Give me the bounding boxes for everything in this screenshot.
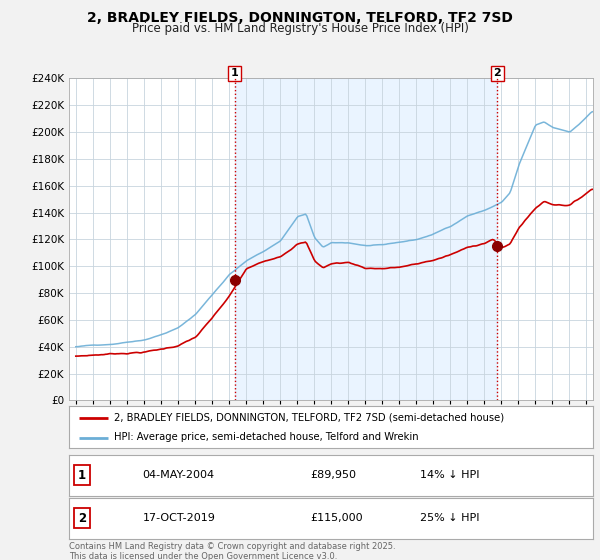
Text: 17-OCT-2019: 17-OCT-2019 <box>142 514 215 523</box>
Text: 04-MAY-2004: 04-MAY-2004 <box>142 470 214 480</box>
Text: £115,000: £115,000 <box>310 514 362 523</box>
Text: 1: 1 <box>78 469 86 482</box>
Text: 2: 2 <box>494 68 501 78</box>
Text: 2, BRADLEY FIELDS, DONNINGTON, TELFORD, TF2 7SD: 2, BRADLEY FIELDS, DONNINGTON, TELFORD, … <box>87 11 513 25</box>
Bar <box>235 78 497 400</box>
Text: 2, BRADLEY FIELDS, DONNINGTON, TELFORD, TF2 7SD (semi-detached house): 2, BRADLEY FIELDS, DONNINGTON, TELFORD, … <box>113 413 503 423</box>
Text: Contains HM Land Registry data © Crown copyright and database right 2025.
This d: Contains HM Land Registry data © Crown c… <box>69 542 395 560</box>
Text: 25% ↓ HPI: 25% ↓ HPI <box>420 514 479 523</box>
Text: 14% ↓ HPI: 14% ↓ HPI <box>420 470 479 480</box>
Text: Price paid vs. HM Land Registry's House Price Index (HPI): Price paid vs. HM Land Registry's House … <box>131 22 469 35</box>
Text: 1: 1 <box>231 68 239 78</box>
Text: £89,950: £89,950 <box>310 470 356 480</box>
Text: 2: 2 <box>78 512 86 525</box>
Text: HPI: Average price, semi-detached house, Telford and Wrekin: HPI: Average price, semi-detached house,… <box>113 432 418 442</box>
